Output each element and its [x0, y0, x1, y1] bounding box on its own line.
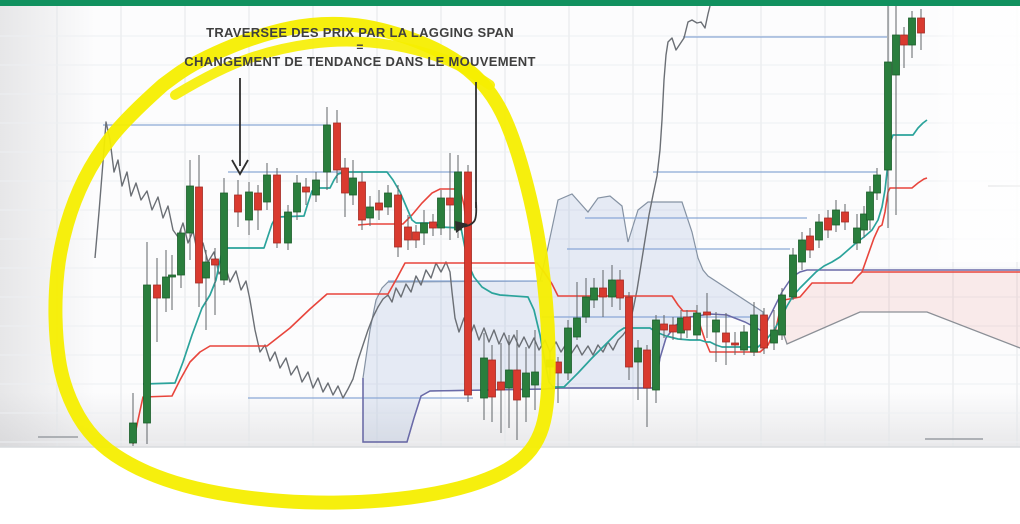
candle-up — [168, 274, 176, 278]
candle-up — [884, 61, 892, 171]
candle-up — [177, 232, 185, 276]
candle-up — [129, 422, 137, 444]
candle-up — [750, 314, 758, 353]
candle-up — [634, 347, 642, 363]
candle-up — [798, 239, 806, 263]
candle-up — [652, 319, 660, 391]
candle-up — [860, 213, 868, 231]
candle-down — [404, 226, 412, 241]
candle-up — [186, 185, 194, 234]
candle-down — [513, 369, 521, 401]
candle-up — [220, 192, 228, 281]
candle-up — [908, 17, 916, 46]
candle-down — [375, 202, 383, 211]
candle-up — [366, 206, 374, 219]
candle-down — [917, 17, 925, 34]
candle-up — [582, 296, 590, 318]
candle-up — [573, 317, 581, 338]
candle-down — [464, 171, 472, 396]
candle-up — [162, 276, 170, 299]
candle-down — [341, 167, 349, 194]
candle-down — [760, 314, 768, 349]
candle-down — [302, 186, 310, 193]
candle-up — [522, 372, 530, 398]
candle-up — [873, 174, 881, 194]
candle-down — [254, 192, 262, 211]
candle-up — [815, 221, 823, 241]
candle-down — [211, 258, 219, 266]
candle-up — [778, 294, 786, 336]
candle-up — [384, 192, 392, 208]
tenkan-line — [861, 177, 928, 273]
candle-down — [841, 211, 849, 223]
candle-down — [722, 332, 730, 343]
candle-down — [195, 186, 203, 284]
candle-up — [480, 357, 488, 399]
candle-up — [245, 191, 253, 221]
candle-down — [643, 349, 651, 389]
candle-down — [333, 122, 341, 171]
candle-up — [531, 371, 539, 386]
candle-down — [625, 296, 633, 368]
candle-up — [143, 284, 151, 424]
candle-up — [770, 329, 778, 344]
kumo-pink — [778, 272, 1020, 348]
candle-up — [312, 179, 320, 196]
candle-down — [273, 174, 281, 244]
candle-down — [358, 181, 366, 221]
highlight-circle-annotation — [48, 16, 556, 510]
candle-down — [683, 316, 691, 331]
candle-up — [420, 222, 428, 234]
candle-up — [693, 312, 701, 336]
candle-down — [394, 194, 402, 248]
down-arrow-head-2 — [455, 221, 468, 233]
candle-down — [599, 287, 607, 298]
down-arrow-head — [231, 159, 249, 176]
candle-down — [429, 221, 437, 229]
drawn-annotations — [48, 16, 556, 510]
candlesticks — [129, 6, 925, 446]
candle-up — [505, 369, 513, 389]
candle-down — [488, 359, 496, 398]
candle-up — [608, 279, 616, 298]
candle-up — [564, 327, 572, 374]
candle-down — [900, 34, 908, 46]
right-fade-overlay — [930, 6, 1020, 262]
candle-up — [323, 124, 331, 173]
candle-down — [669, 324, 677, 333]
candle-up — [202, 261, 210, 279]
candle-up — [590, 287, 598, 301]
candle-down — [660, 323, 668, 331]
candle-down — [497, 381, 505, 391]
candle-up — [740, 331, 748, 351]
candle-up — [437, 197, 445, 229]
candle-up — [832, 209, 840, 226]
candle-up — [293, 182, 301, 213]
candle-down — [234, 194, 242, 213]
candle-down — [806, 235, 814, 251]
candle-up — [892, 34, 900, 76]
candle-up — [866, 191, 874, 221]
candle-down — [153, 284, 161, 299]
candle-up — [789, 254, 797, 298]
candle-up — [349, 177, 357, 196]
candle-down — [703, 311, 711, 316]
candle-down — [824, 217, 832, 231]
candle-down — [446, 197, 454, 206]
candle-down — [412, 231, 420, 241]
candle-up — [853, 227, 861, 244]
candle-up — [284, 211, 292, 244]
candle-up — [712, 319, 720, 333]
candle-down — [616, 279, 624, 299]
top-progress-bar — [0, 0, 1020, 6]
candle-down — [731, 342, 739, 346]
candle-up — [263, 174, 271, 203]
